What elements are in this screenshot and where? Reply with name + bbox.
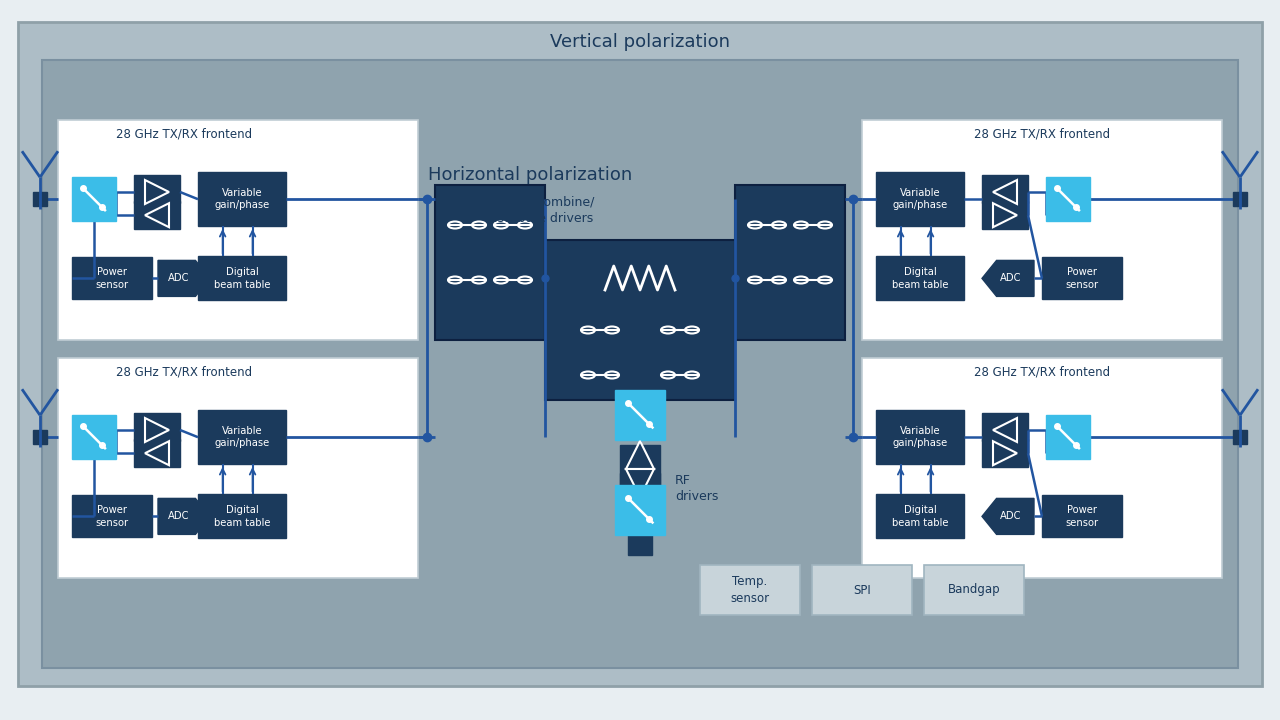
Polygon shape <box>145 418 169 442</box>
Polygon shape <box>993 441 1018 465</box>
Bar <box>982 413 1028 441</box>
Bar <box>735 185 845 340</box>
Bar <box>620 473 660 513</box>
Text: Temp.
sensor: Temp. sensor <box>731 575 769 605</box>
Bar <box>1046 177 1091 221</box>
Bar <box>435 185 545 340</box>
Text: Bandgap: Bandgap <box>947 583 1000 596</box>
Polygon shape <box>145 180 169 204</box>
Bar <box>198 256 285 300</box>
Text: ADC: ADC <box>1000 511 1021 521</box>
Polygon shape <box>157 261 210 297</box>
Polygon shape <box>982 261 1034 297</box>
Bar <box>876 495 964 539</box>
Bar <box>620 445 660 485</box>
Polygon shape <box>145 203 169 228</box>
Bar <box>982 201 1028 229</box>
Text: Digital
beam table: Digital beam table <box>892 267 948 289</box>
Polygon shape <box>145 441 169 465</box>
Bar <box>42 60 1238 668</box>
Bar <box>1046 415 1091 459</box>
Bar <box>72 495 152 537</box>
Bar <box>134 413 180 441</box>
Text: ADC: ADC <box>1000 274 1021 284</box>
Bar <box>876 172 964 226</box>
Polygon shape <box>626 441 654 469</box>
Text: Vertical polarization: Vertical polarization <box>550 33 730 51</box>
Bar <box>72 177 116 221</box>
Text: SPI: SPI <box>854 583 870 596</box>
Bar <box>134 175 180 203</box>
Bar <box>198 172 285 226</box>
Text: ADC: ADC <box>168 511 189 521</box>
Polygon shape <box>157 498 210 534</box>
Text: 28 GHz TX/RX frontend: 28 GHz TX/RX frontend <box>116 366 252 379</box>
Polygon shape <box>626 469 654 497</box>
Bar <box>198 495 285 539</box>
Polygon shape <box>993 203 1018 228</box>
Text: Power
sensor: Power sensor <box>1065 267 1098 289</box>
Bar <box>134 439 180 467</box>
Bar <box>982 175 1028 203</box>
Bar <box>33 430 47 444</box>
Bar <box>72 257 152 300</box>
Text: 28 GHz TX/RX frontend: 28 GHz TX/RX frontend <box>974 127 1110 140</box>
Bar <box>1233 430 1247 444</box>
Bar <box>72 415 116 459</box>
Text: 28 GHz TX/RX frontend: 28 GHz TX/RX frontend <box>116 127 252 140</box>
Bar <box>614 390 666 440</box>
Text: Digital
beam table: Digital beam table <box>214 267 270 289</box>
Bar <box>924 565 1024 615</box>
Text: Power
sensor: Power sensor <box>1065 505 1098 528</box>
Bar <box>812 565 911 615</box>
Text: Variable
gain/phase: Variable gain/phase <box>892 188 947 210</box>
Text: Digital
beam table: Digital beam table <box>214 505 270 528</box>
Bar <box>1233 192 1247 206</box>
Bar <box>700 565 800 615</box>
Text: ADC: ADC <box>168 274 189 284</box>
Text: Passive combine/
distribute drivers: Passive combine/ distribute drivers <box>486 196 594 225</box>
Polygon shape <box>982 498 1034 534</box>
Text: 28 GHz TX/RX frontend: 28 GHz TX/RX frontend <box>974 366 1110 379</box>
Bar <box>134 201 180 229</box>
Polygon shape <box>993 418 1018 442</box>
Text: RF
drivers: RF drivers <box>675 474 718 503</box>
Bar <box>614 485 666 535</box>
Bar <box>58 120 419 340</box>
Bar <box>33 192 47 206</box>
Bar <box>1042 257 1123 300</box>
Bar <box>876 256 964 300</box>
Bar <box>1042 495 1123 537</box>
Bar <box>982 439 1028 467</box>
Bar <box>861 358 1222 578</box>
Text: Variable
gain/phase: Variable gain/phase <box>892 426 947 449</box>
Bar <box>861 120 1222 340</box>
Bar <box>628 531 652 555</box>
Text: Variable
gain/phase: Variable gain/phase <box>214 188 270 210</box>
Text: Power
sensor: Power sensor <box>96 267 128 289</box>
Bar <box>58 358 419 578</box>
Text: Power
sensor: Power sensor <box>96 505 128 528</box>
Polygon shape <box>993 180 1018 204</box>
Text: Horizontal polarization: Horizontal polarization <box>428 166 632 184</box>
Bar <box>876 410 964 464</box>
Text: Variable
gain/phase: Variable gain/phase <box>214 426 270 449</box>
Text: Digital
beam table: Digital beam table <box>892 505 948 528</box>
Bar <box>545 240 735 400</box>
Bar <box>198 410 285 464</box>
